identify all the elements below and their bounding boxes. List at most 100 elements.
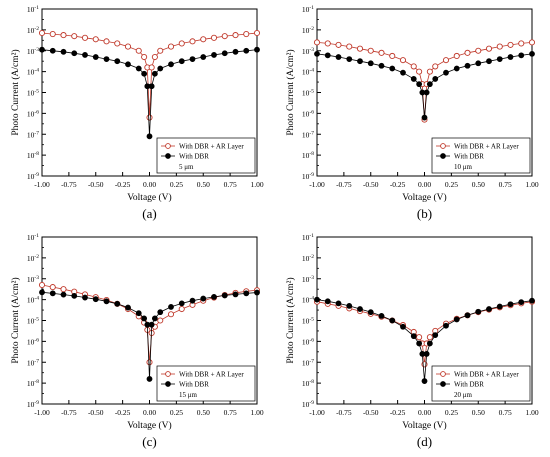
x-tick-label: -0.50	[88, 408, 104, 417]
data-point	[423, 351, 430, 357]
x-tick-label: 0.00	[143, 180, 156, 189]
data-point	[189, 56, 196, 62]
data-point	[92, 54, 99, 60]
x-tick-label: 0.00	[418, 180, 431, 189]
x-tick-label: 0.75	[224, 180, 237, 189]
data-point	[313, 39, 321, 46]
chart-panel: -1.00 -0.75 -0.50 -0.25 0.00 0.25 0.50 0.75 1.00…	[10, 5, 264, 221]
y-tick-label: 10-5	[27, 317, 39, 326]
data-point	[168, 304, 174, 310]
data-point	[357, 58, 363, 65]
data-point	[324, 40, 331, 47]
data-point	[529, 297, 535, 304]
x-tick-label: 0.75	[499, 408, 512, 417]
data-point	[335, 54, 342, 60]
data-point	[168, 61, 174, 68]
data-point	[389, 317, 396, 324]
data-point	[389, 52, 396, 60]
legend-box	[156, 365, 256, 402]
data-point	[507, 301, 514, 308]
y-tick-label: 10-6	[27, 109, 39, 118]
series-line	[41, 49, 258, 137]
data-point	[125, 61, 131, 68]
data-point	[314, 50, 320, 57]
y-tick-label: 10-6	[27, 337, 39, 346]
x-tick-label: 0.50	[197, 180, 210, 189]
data-point	[60, 291, 67, 298]
x-tick-label: -0.25	[115, 408, 131, 417]
data-point	[378, 49, 385, 56]
data-point	[507, 41, 514, 48]
x-tick-label: 0.75	[499, 180, 512, 189]
data-point	[92, 296, 99, 303]
data-point	[254, 289, 260, 296]
data-point	[151, 53, 158, 61]
y-tick-label: 10-3	[302, 275, 314, 284]
data-point	[378, 313, 385, 319]
data-point	[518, 299, 525, 306]
y-tick-label: 10-8	[27, 151, 39, 160]
data-point	[400, 69, 406, 76]
x-tick-label: -0.25	[390, 408, 406, 417]
data-point	[496, 56, 503, 62]
data-point	[243, 47, 250, 54]
data-point	[367, 60, 374, 67]
data-point	[485, 45, 493, 52]
data-point	[103, 38, 110, 45]
data-point	[529, 50, 535, 57]
data-point	[518, 52, 525, 59]
y-tick-label: 10-9	[302, 172, 314, 181]
y-tick-label: 10-8	[302, 151, 314, 160]
y-tick-label: 10-4	[27, 296, 39, 305]
data-point	[356, 45, 364, 52]
data-point	[141, 70, 148, 77]
data-point	[148, 321, 155, 328]
x-tick-label: 0.50	[472, 408, 485, 417]
y-tick-label: 10-9	[302, 400, 314, 409]
legend-entry: With DBR	[179, 153, 209, 161]
data-point	[416, 340, 423, 347]
data-point	[389, 65, 396, 72]
data-point	[103, 56, 110, 62]
data-point	[151, 315, 158, 322]
legend-note: 5 μm	[179, 163, 194, 171]
data-point	[167, 311, 175, 318]
data-point	[410, 63, 417, 70]
x-tick-label: -0.50	[88, 180, 104, 189]
data-point	[151, 70, 158, 77]
y-axis-title: Photo Current (A/cm²)	[10, 49, 21, 135]
legend-entry: With DBR + AR Layer	[454, 143, 519, 151]
data-point	[178, 305, 185, 313]
x-tick-label: -0.75	[336, 180, 352, 189]
data-point	[60, 32, 67, 39]
data-point	[60, 48, 67, 55]
y-tick-label: 10-2	[27, 254, 39, 263]
data-point	[443, 322, 449, 329]
data-point	[442, 57, 450, 64]
x-tick-label: 0.25	[445, 408, 458, 417]
y-tick-label: 10-1	[27, 233, 39, 242]
data-point	[528, 39, 536, 46]
data-point	[49, 47, 56, 54]
data-point	[243, 30, 250, 38]
series-line	[316, 42, 533, 120]
data-point	[178, 300, 185, 307]
series-line	[41, 32, 258, 118]
x-axis-title: Voltage (V)	[127, 192, 171, 203]
y-axis-title: Photo Current (A/cm²)	[285, 49, 296, 135]
data-point	[423, 89, 430, 96]
data-point	[221, 292, 228, 299]
data-point	[378, 62, 385, 69]
data-point	[399, 57, 407, 64]
data-point	[486, 58, 492, 65]
data-point	[426, 68, 433, 75]
data-point	[346, 56, 353, 62]
x-tick-label: 0.25	[445, 180, 458, 189]
chart-panel: -1.00 -0.75 -0.50 -0.25 0.00 0.25 0.50 0.75 1.00…	[285, 5, 539, 221]
x-tick-label: 0.50	[472, 180, 485, 189]
data-point	[221, 50, 228, 57]
y-tick-label: 10-5	[302, 89, 314, 98]
data-point	[178, 58, 185, 65]
y-tick-label: 10-5	[27, 89, 39, 98]
